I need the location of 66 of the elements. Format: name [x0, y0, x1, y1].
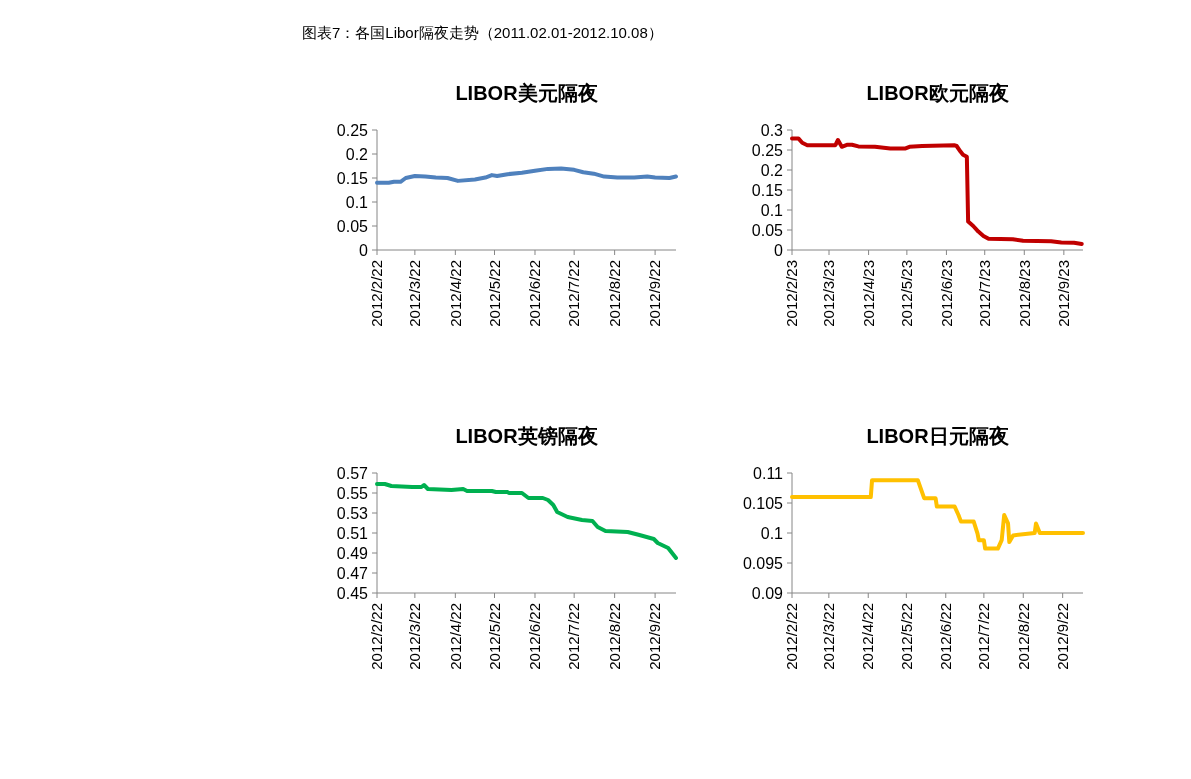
- x-tick-label: 2012/6/22: [937, 603, 955, 670]
- x-tick-label: 2012/9/22: [1053, 603, 1071, 670]
- x-tick-label: 2012/3/22: [406, 603, 424, 670]
- x-tick-label: 2012/5/22: [485, 260, 503, 327]
- x-tick-label: 2012/6/23: [937, 260, 955, 327]
- y-tick-label: 0.25: [336, 121, 369, 139]
- x-tick-label: 2012/9/23: [1055, 260, 1073, 327]
- y-tick-label: 0.05: [336, 217, 369, 235]
- x-tick-label: 2012/8/23: [1015, 260, 1033, 327]
- y-tick-label: 0.2: [760, 161, 784, 179]
- y-tick-label: 0.2: [345, 145, 369, 163]
- x-tick-label: 2012/5/23: [898, 260, 916, 327]
- x-tick-label: 2012/7/23: [975, 260, 993, 327]
- y-tick-label: 0.57: [336, 464, 369, 482]
- x-tick-label: 2012/9/22: [646, 260, 664, 327]
- x-tick-label: 2012/8/22: [605, 260, 623, 327]
- x-tick-label: 2012/7/22: [565, 260, 583, 327]
- text: 图表7：各国Libor隔夜走势（2011.02.01-2012.10.08）: [302, 24, 663, 41]
- chart-title: LIBOR欧元隔夜: [866, 82, 1009, 104]
- line-series: [790, 478, 1085, 551]
- x-tick-label: 2012/3/23: [820, 260, 838, 327]
- x-tick-label: 2012/7/22: [975, 603, 993, 670]
- x-tick-label: 2012/2/22: [368, 260, 386, 327]
- x-tick-label: 2012/8/22: [1014, 603, 1032, 670]
- x-tick-label: 2012/8/22: [605, 603, 623, 670]
- x-tick-label: 2012/2/22: [368, 603, 386, 670]
- x-tick-label: 2012/2/23: [783, 260, 801, 327]
- line-series: [375, 482, 678, 560]
- y-tick-label: 0.53: [336, 504, 369, 522]
- line-series: [375, 166, 678, 185]
- y-tick-label: 0.3: [760, 121, 784, 139]
- y-tick-label: 0: [774, 241, 784, 259]
- y-tick-label: 0.15: [336, 169, 369, 187]
- x-tick-label: 2012/5/22: [897, 603, 915, 670]
- x-tick-label: 2012/5/22: [485, 603, 503, 670]
- x-tick-label: 2012/4/23: [859, 260, 877, 327]
- chart-title: LIBOR英镑隔夜: [455, 425, 598, 447]
- y-tick-label: 0.47: [336, 564, 369, 582]
- x-tick-label: 2012/2/22: [783, 603, 801, 670]
- y-tick-label: 0.45: [336, 584, 369, 602]
- y-tick-label: 0.1: [760, 524, 784, 542]
- x-tick-label: 2012/3/22: [406, 260, 424, 327]
- x-tick-label: 2012/6/22: [526, 603, 544, 670]
- x-tick-label: 2012/6/22: [526, 260, 544, 327]
- x-tick-label: 2012/4/22: [446, 260, 464, 327]
- y-tick-label: 0: [359, 241, 369, 259]
- y-tick-label: 0.11: [753, 464, 784, 482]
- chart-title: LIBOR日元隔夜: [866, 425, 1009, 447]
- y-tick-label: 0.05: [751, 221, 784, 239]
- x-tick-label: 2012/9/22: [646, 603, 664, 670]
- y-tick-label: 0.25: [751, 141, 784, 159]
- y-tick-label: 0.55: [336, 484, 369, 502]
- x-tick-label: 2012/3/22: [820, 603, 838, 670]
- line-series: [790, 136, 1084, 246]
- y-tick-label: 0.49: [336, 544, 369, 562]
- x-tick-label: 2012/4/22: [859, 603, 877, 670]
- chart-title: LIBOR美元隔夜: [455, 82, 598, 104]
- y-tick-label: 0.095: [742, 554, 784, 572]
- x-tick-label: 2012/4/22: [446, 603, 464, 670]
- y-tick-label: 0.09: [751, 584, 784, 602]
- y-tick-label: 0.105: [742, 494, 784, 512]
- y-tick-label: 0.1: [345, 193, 369, 211]
- y-tick-label: 0.51: [336, 524, 369, 542]
- y-tick-label: 0.15: [751, 181, 784, 199]
- x-tick-label: 2012/7/22: [565, 603, 583, 670]
- y-tick-label: 0.1: [760, 201, 784, 219]
